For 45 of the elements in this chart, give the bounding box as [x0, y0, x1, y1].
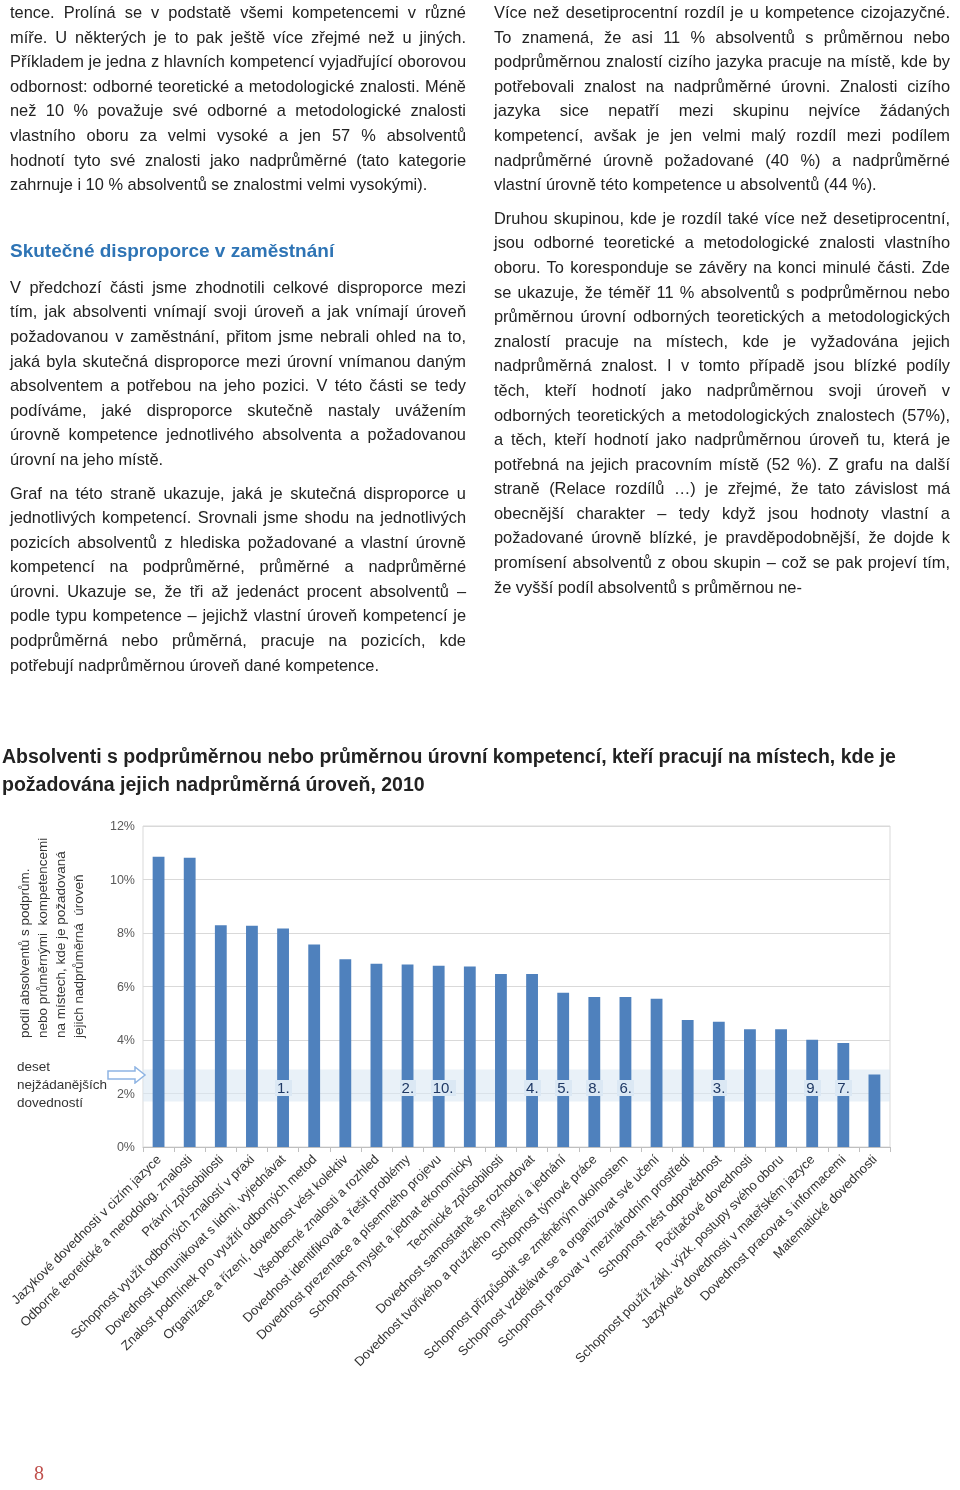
- bar: [152, 856, 165, 1147]
- bar: [370, 963, 383, 1147]
- band-label: deset nejžádanějších dovedností: [17, 1058, 108, 1113]
- y-tick-label: 0%: [116, 1140, 135, 1154]
- chart-title: Absolventi s podprůměrnou nebo průměrnou úrovní kompetencí, kteří pracují na místech, kde je požadována jejich nadprůměrná úroveň, 2010: [2, 744, 897, 797]
- bar: [495, 973, 507, 1147]
- annotation: 2.: [399, 1078, 417, 1096]
- y-tick-label: 12%: [109, 819, 135, 833]
- y-tick-label: 10%: [109, 872, 135, 887]
- bar: [526, 973, 538, 1147]
- bar: [868, 1074, 881, 1147]
- annotation: 4.: [524, 1078, 541, 1096]
- bar: [463, 966, 476, 1147]
- bar: [246, 925, 258, 1147]
- annotation: 3.: [710, 1078, 728, 1096]
- y-tick-label: 6%: [116, 979, 135, 994]
- bar: [588, 996, 601, 1147]
- y-tick-label: 4%: [116, 1033, 135, 1047]
- bar: [557, 992, 570, 1147]
- annotation: 7.: [835, 1078, 852, 1096]
- text: V předchozí části jsme zhodnotili celkové disproporce mezi tím, jak absolventi vnímají svoji úroveň a jak vnímají úroveň požadovanou v zaměstnání, přitom jsme nebrali ohled na to, jaká byla skutečná disproporce mezi úrovní vnímanou daným absolventem a potřebou na jeho pozici. V této části se tedy podíváme, jaké disproporce skutečně nastaly uvážením úrovně kompetence jednotlivého absolventa a požadovanou úrovní na jeho místě.: [10, 276, 466, 470]
- annotation: 10.: [430, 1078, 456, 1096]
- text: 8: [34, 1462, 44, 1485]
- annotation: 5.: [555, 1078, 572, 1096]
- y-axis-title: podíl absolventů s podprům. nebo průměrnými kompetencemi na místech, kde je požadovaná jejich nadprůměrná úroveň: [16, 837, 87, 1038]
- annotation: 8.: [586, 1078, 603, 1096]
- bar: [650, 998, 663, 1147]
- text: tence. Prolíná se v podstatě všemi kompetencemi v různé míře. U některých je to pak ještě více zřejmé než u jiných. Příkladem je jedna z hlavních kompetencí vyjadřující oborovou odbornost: odborné teoretické a metodologické znalosti. Méně než 10 % považuje své odborné a metodologické znalosti vlastního oboru za velmi vysoké a jen 57 % absolventů hodnotí tyto své znalosti jako nadprůměrné (tato kategorie zahrnuje i 10 % absolventů se znalostmi velmi vysokými).: [10, 2, 466, 196]
- bar: [214, 925, 227, 1147]
- annotation: 9.: [804, 1078, 821, 1096]
- annotation: 6.: [617, 1078, 634, 1096]
- bar: [183, 857, 196, 1147]
- y-tick-label: 2%: [116, 1086, 135, 1101]
- bar: [339, 959, 352, 1147]
- bar: [308, 944, 321, 1147]
- text: Více než desetiprocentní rozdíl je u kompetence cizojazyčné. To znamená, že asi 11 % absolventů s průměrnou nebo podprůměrnou znalostí cizího jazyka pracuje na místě, kde by potřebovali znalost na nadprůměrné úrovni. Znalosti cizího jazyka sice nepatří mezi skupinu nejvíce žádaných kompetencí, avšak je jen velmi malý rozdíl mezi podílem nadprůměrné úrovně požadované (40 %) a nadprůměrné vlastní úrovně této kompetence u absolventů (44 %).: [494, 2, 950, 196]
- bar: [775, 1029, 787, 1147]
- bar: [744, 1029, 756, 1147]
- text: Skutečné disproporce v zaměstnání: [10, 238, 336, 263]
- y-tick-label: 8%: [116, 926, 135, 940]
- bar: [277, 928, 289, 1147]
- text: Graf na této straně ukazuje, jaká je skutečná disproporce u jednotlivých kompetencí. Srovnali jsme shodu na jednotlivých pozicích absolventů z hlediska požadované a vlastní úrovně kompetencí na podprůměrné, průměrné a nadprůměrné úrovni. Ukazuje se, že tři až jedenáct procent absolventů – podle typu kompetence – jejichž vlastní úroveň kompetencí je podprůměrná nebo průměrná, pracuje na pozicích, kde potřebují nadprůměrnou úroveň dané kompetence.: [10, 482, 466, 676]
- text: Druhou skupinou, kde je rozdíl také více než desetiprocentní, jsou odborné teoretické a metodologické znalosti vlastního oboru. To koresponduje se závěry na konci minulé části. Zde se ukazuje, že téměř 11 % absolventů s podprůměrnou nebo průměrnou úrovní odborných teoretických a metodologických znalostí pracuje na místech, kde je vyžadována jejich nadprůměrná znalost. I v tomto případě jsou blízké podíly těch, kteří hodnotí jako nadprůměrnou svoji úroveň v odborných teoretických a metodologických znalostech (57%), a těch, kteří hodnotí jako nadprůměrnou úroveň tu, která je potřebná na jejich pracovním místě (52 %). Z grafu na další straně (Relace rozdílů …) je zřejmé, že tato závislost má obecnější charakter – tedy když jsou hodnoty vlastní a požadované úrovně blízké, je pravděpodobnější, že dojde k promísení absolventů z obou skupin – což se pak projeví tím, že vyšší podíl absolventů s průměrnou ne-: [494, 208, 950, 596]
- bar: [681, 1019, 694, 1147]
- annotation: 1.: [275, 1078, 292, 1096]
